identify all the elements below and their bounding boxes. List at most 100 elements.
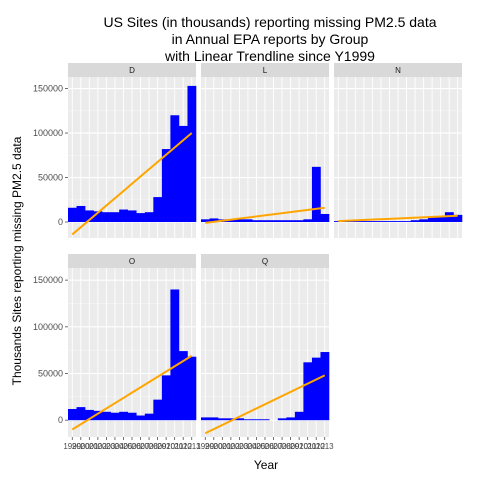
chart-title: US Sites (in thousands) reporting missin…	[103, 14, 436, 64]
strip	[68, 254, 196, 268]
x-tick-label: 2007	[265, 442, 283, 451]
bar	[277, 418, 287, 421]
bar	[419, 219, 429, 222]
x-tick-label: 2007	[132, 442, 150, 451]
strip	[201, 254, 329, 268]
bar	[110, 412, 120, 421]
bar	[144, 413, 154, 421]
bar	[359, 221, 369, 222]
y-tick-label: 0	[58, 217, 63, 227]
bar	[269, 220, 279, 222]
bar	[161, 375, 171, 421]
x-tick-label: 2001	[213, 442, 231, 451]
bar	[243, 219, 253, 222]
bar	[368, 221, 377, 222]
trendline	[71, 354, 193, 431]
bar	[136, 415, 146, 421]
bar	[286, 220, 296, 222]
bar	[85, 409, 94, 421]
panel-o: O050000100000150000199920002001200220032…	[33, 254, 201, 451]
bar	[178, 125, 188, 222]
bar	[136, 213, 146, 222]
x-tick-label: 2004	[106, 442, 124, 451]
x-tick-label: 2013	[183, 442, 201, 451]
panel-d: D 0 50000 100000 150000	[33, 63, 197, 238]
bar	[320, 213, 330, 222]
bar	[201, 417, 210, 421]
strip	[201, 63, 329, 77]
bar	[235, 418, 244, 421]
bar	[144, 212, 154, 222]
panel-q: Q 199920002001200220032004200520062007200…	[196, 254, 334, 451]
x-tick-label: 2010	[290, 442, 308, 451]
bar	[93, 211, 103, 222]
bar	[102, 212, 111, 222]
bar	[127, 210, 137, 222]
bar	[410, 220, 420, 222]
y-tick-label: 150000	[33, 275, 63, 285]
bar	[76, 205, 86, 222]
bar	[170, 115, 180, 222]
y-tick-label: 50000	[38, 369, 63, 379]
y-tick-label: 150000	[33, 84, 63, 94]
y-tick-label: 100000	[33, 322, 63, 332]
bar	[303, 362, 313, 421]
facet-panels: D 0 50000 100000 150000 L N O 0 50000 100000 150000…	[33, 63, 463, 451]
title-line-1: US Sites (in thousands) reporting missin…	[103, 14, 436, 30]
bar	[119, 411, 129, 421]
x-tick-label: 2001	[80, 442, 98, 451]
bar	[178, 351, 188, 421]
x-tick-label: 2011	[299, 442, 317, 451]
title-line-3: with Linear Trendline since Y1999	[164, 48, 375, 64]
bar	[161, 149, 171, 222]
x-axis-title: Year	[254, 458, 278, 472]
bar	[402, 221, 412, 222]
x-tick-label: 2009	[282, 442, 300, 451]
trendline	[205, 206, 325, 224]
bar	[187, 85, 197, 222]
x-tick-label: 2008	[140, 442, 158, 451]
strip-label: Q	[262, 257, 268, 266]
bar	[102, 411, 111, 421]
y-tick-label: 100000	[33, 128, 63, 138]
title-line-2: in Annual EPA reports by Group	[172, 31, 369, 47]
bar	[68, 207, 77, 222]
x-tick-label: 2011	[166, 442, 184, 451]
x-tick-label: 2000	[205, 442, 223, 451]
bar	[226, 418, 236, 421]
bar	[209, 218, 219, 222]
bar	[376, 221, 386, 222]
strip-label: D	[129, 66, 135, 75]
x-tick-label: 1999	[63, 442, 81, 451]
bar	[453, 214, 463, 222]
bar	[294, 411, 304, 421]
strip-label: N	[395, 66, 401, 75]
bar	[187, 356, 197, 421]
x-tick-label: 2008	[273, 442, 291, 451]
bar	[427, 217, 437, 222]
x-tick-label: 2006	[256, 442, 274, 451]
x-tick-label: 2009	[149, 442, 167, 451]
bar	[170, 289, 180, 421]
x-tick-label: 2005	[115, 442, 133, 451]
bar	[218, 418, 227, 421]
bar	[209, 417, 219, 421]
bar	[252, 419, 262, 421]
bar	[110, 212, 120, 222]
bar	[320, 352, 330, 421]
bar	[235, 219, 244, 222]
strip	[334, 63, 462, 77]
bar	[153, 399, 163, 421]
bar	[119, 209, 129, 222]
bar	[252, 220, 262, 222]
strip-label: O	[129, 257, 135, 266]
bar	[76, 407, 86, 421]
y-tick-label: 50000	[38, 173, 63, 183]
bar	[243, 419, 253, 421]
bar	[201, 219, 210, 222]
strip	[68, 63, 196, 77]
x-tick-label: 2002	[89, 442, 107, 451]
x-tick-label: 2012	[174, 442, 192, 451]
y-axis-title: Thousands Sites reporting missing PM2.5 …	[10, 136, 24, 385]
